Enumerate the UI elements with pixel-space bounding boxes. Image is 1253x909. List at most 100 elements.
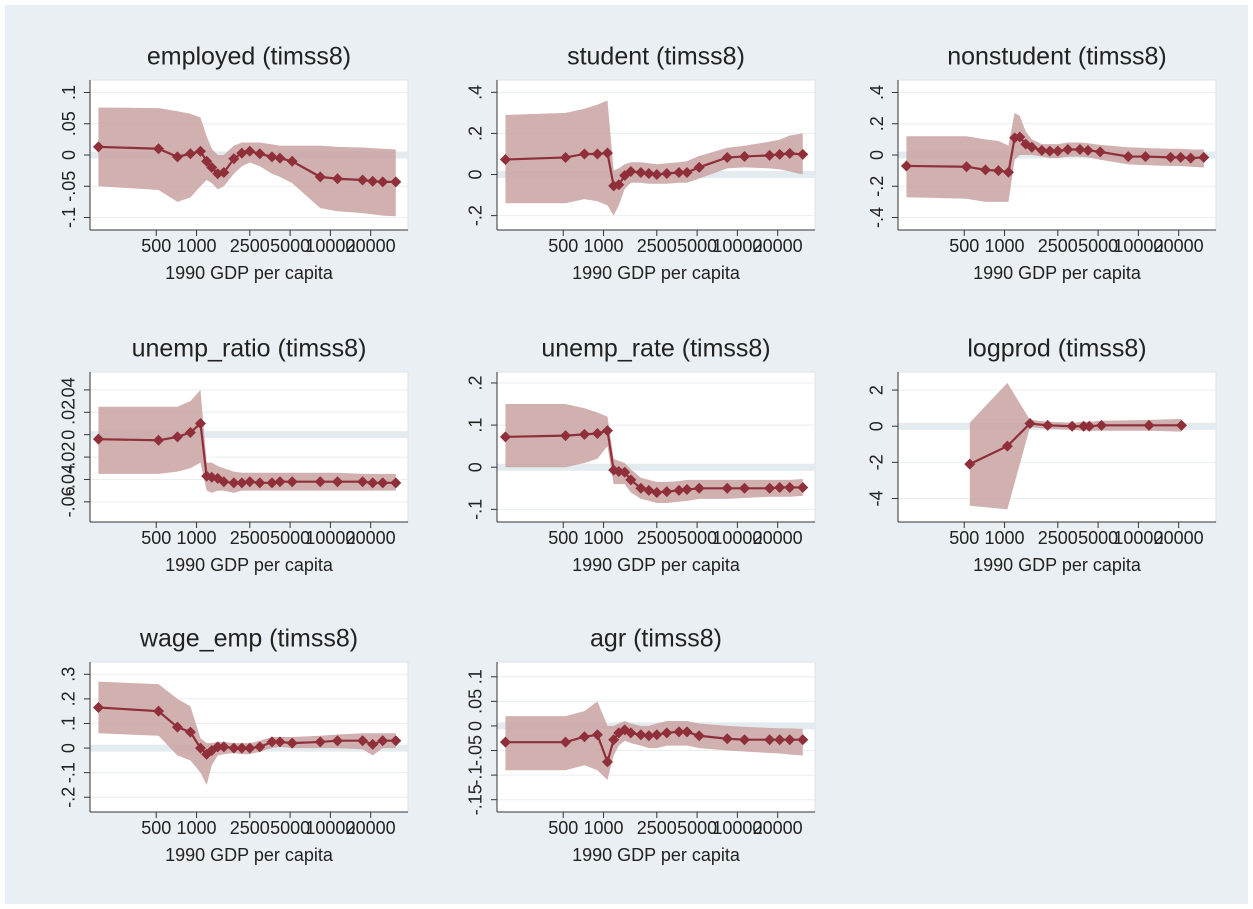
marker (1078, 420, 1090, 432)
marker (367, 738, 379, 750)
x-axis-label: 1990 GDP per capita (973, 555, 1142, 575)
y-tick-label: -.06 (59, 486, 79, 517)
marker (560, 736, 572, 748)
marker (635, 166, 647, 178)
marker (92, 141, 104, 153)
x-tick-label: 10000 (712, 818, 762, 838)
x-tick-label: 10000 (305, 818, 355, 838)
x-tick-label: 2500 (637, 528, 677, 548)
x-tick-label: 1000 (584, 528, 624, 548)
marker (613, 179, 625, 191)
marker (661, 486, 673, 498)
marker (206, 162, 218, 173)
marker (774, 148, 786, 160)
marker (900, 160, 912, 172)
confidence-band (98, 389, 396, 493)
marker (635, 729, 647, 741)
y-tick-label: .4 (867, 85, 887, 100)
marker (266, 151, 278, 163)
marker (314, 736, 326, 748)
marker (1083, 420, 1095, 432)
x-tick-label: 1000 (177, 236, 217, 256)
x-axis-label: 1990 GDP per capita (572, 845, 741, 865)
panel-title: unemp_ratio (timss8) (132, 335, 367, 363)
marker (92, 433, 104, 445)
y-tick-label: -.1 (466, 499, 486, 520)
marker (1052, 145, 1064, 157)
x-tick-label: 5000 (270, 818, 310, 838)
x-tick-label: 20000 (346, 528, 396, 548)
marker (673, 484, 685, 496)
marker (979, 164, 991, 176)
panel: logprod (timss8) 1990 GDP per capita -4 -2 0… (867, 335, 1217, 575)
marker (171, 721, 183, 733)
y-tick-label: .04 (59, 377, 79, 402)
panel: agr (timss8) 1990 GDP per capita -.15-.1-.… (466, 625, 816, 865)
marker (1198, 151, 1210, 163)
marker (228, 153, 240, 165)
marker (1001, 440, 1013, 452)
marker (625, 727, 637, 739)
marker (591, 428, 603, 440)
confidence-band (906, 112, 1204, 202)
y-tick-label: 0 (466, 170, 486, 180)
x-tick-label: 5000 (270, 236, 310, 256)
y-tick-label: 0 (466, 721, 486, 731)
y-tick-label: -.2 (867, 176, 887, 197)
x-axis-label: 1990 GDP per capita (572, 263, 741, 283)
x-tick-label: 500 (141, 528, 171, 548)
x-tick-label: 1000 (985, 528, 1025, 548)
marker (681, 726, 693, 738)
marker (1185, 152, 1197, 164)
marker (153, 143, 165, 155)
x-tick-label: 1000 (177, 528, 217, 548)
panel-title: unemp_rate (timss8) (541, 335, 770, 363)
marker (218, 167, 230, 178)
marker (591, 148, 603, 160)
marker (601, 425, 613, 437)
x-tick-label: 500 (949, 528, 979, 548)
marker (1042, 419, 1054, 431)
y-tick-label: 0 (867, 150, 887, 160)
x-tick-label: 2500 (637, 818, 677, 838)
marker (194, 417, 206, 429)
marker (1165, 151, 1177, 163)
marker (171, 431, 183, 443)
x-tick-label: 10000 (305, 236, 355, 256)
panel: unemp_ratio (timss8) 1990 GDP per capita -… (59, 335, 409, 575)
x-tick-label: 10000 (712, 528, 762, 548)
x-tick-label: 20000 (753, 818, 803, 838)
marker (499, 154, 511, 166)
marker (673, 166, 685, 178)
y-tick-label: -.05 (59, 171, 79, 202)
confidence-band (98, 107, 396, 217)
marker (236, 147, 248, 159)
marker (1044, 145, 1056, 157)
x-tick-label: 2500 (637, 236, 677, 256)
x-tick-label: 10000 (1113, 528, 1163, 548)
marker (244, 742, 256, 754)
plot-area (897, 371, 1217, 523)
panel-title: nonstudent (timss8) (947, 43, 1167, 71)
marker (578, 148, 590, 160)
marker (635, 482, 647, 494)
marker (218, 476, 230, 488)
marker (92, 701, 104, 713)
marker (357, 476, 369, 488)
marker (560, 430, 572, 442)
x-tick-label: 500 (548, 236, 578, 256)
x-tick-label: 2500 (1038, 236, 1078, 256)
marker (643, 730, 655, 742)
y-tick-label: 0 (867, 421, 887, 431)
marker (681, 166, 693, 178)
marker (314, 171, 326, 183)
marker (764, 149, 776, 161)
x-tick-label: 5000 (270, 528, 310, 548)
x-tick-label: 500 (548, 528, 578, 548)
x-tick-label: 10000 (305, 528, 355, 548)
marker (738, 734, 750, 746)
marker (377, 477, 389, 489)
y-tick-label: -.4 (867, 207, 887, 228)
y-tick-label: -.05 (466, 735, 486, 766)
marker (212, 741, 224, 753)
